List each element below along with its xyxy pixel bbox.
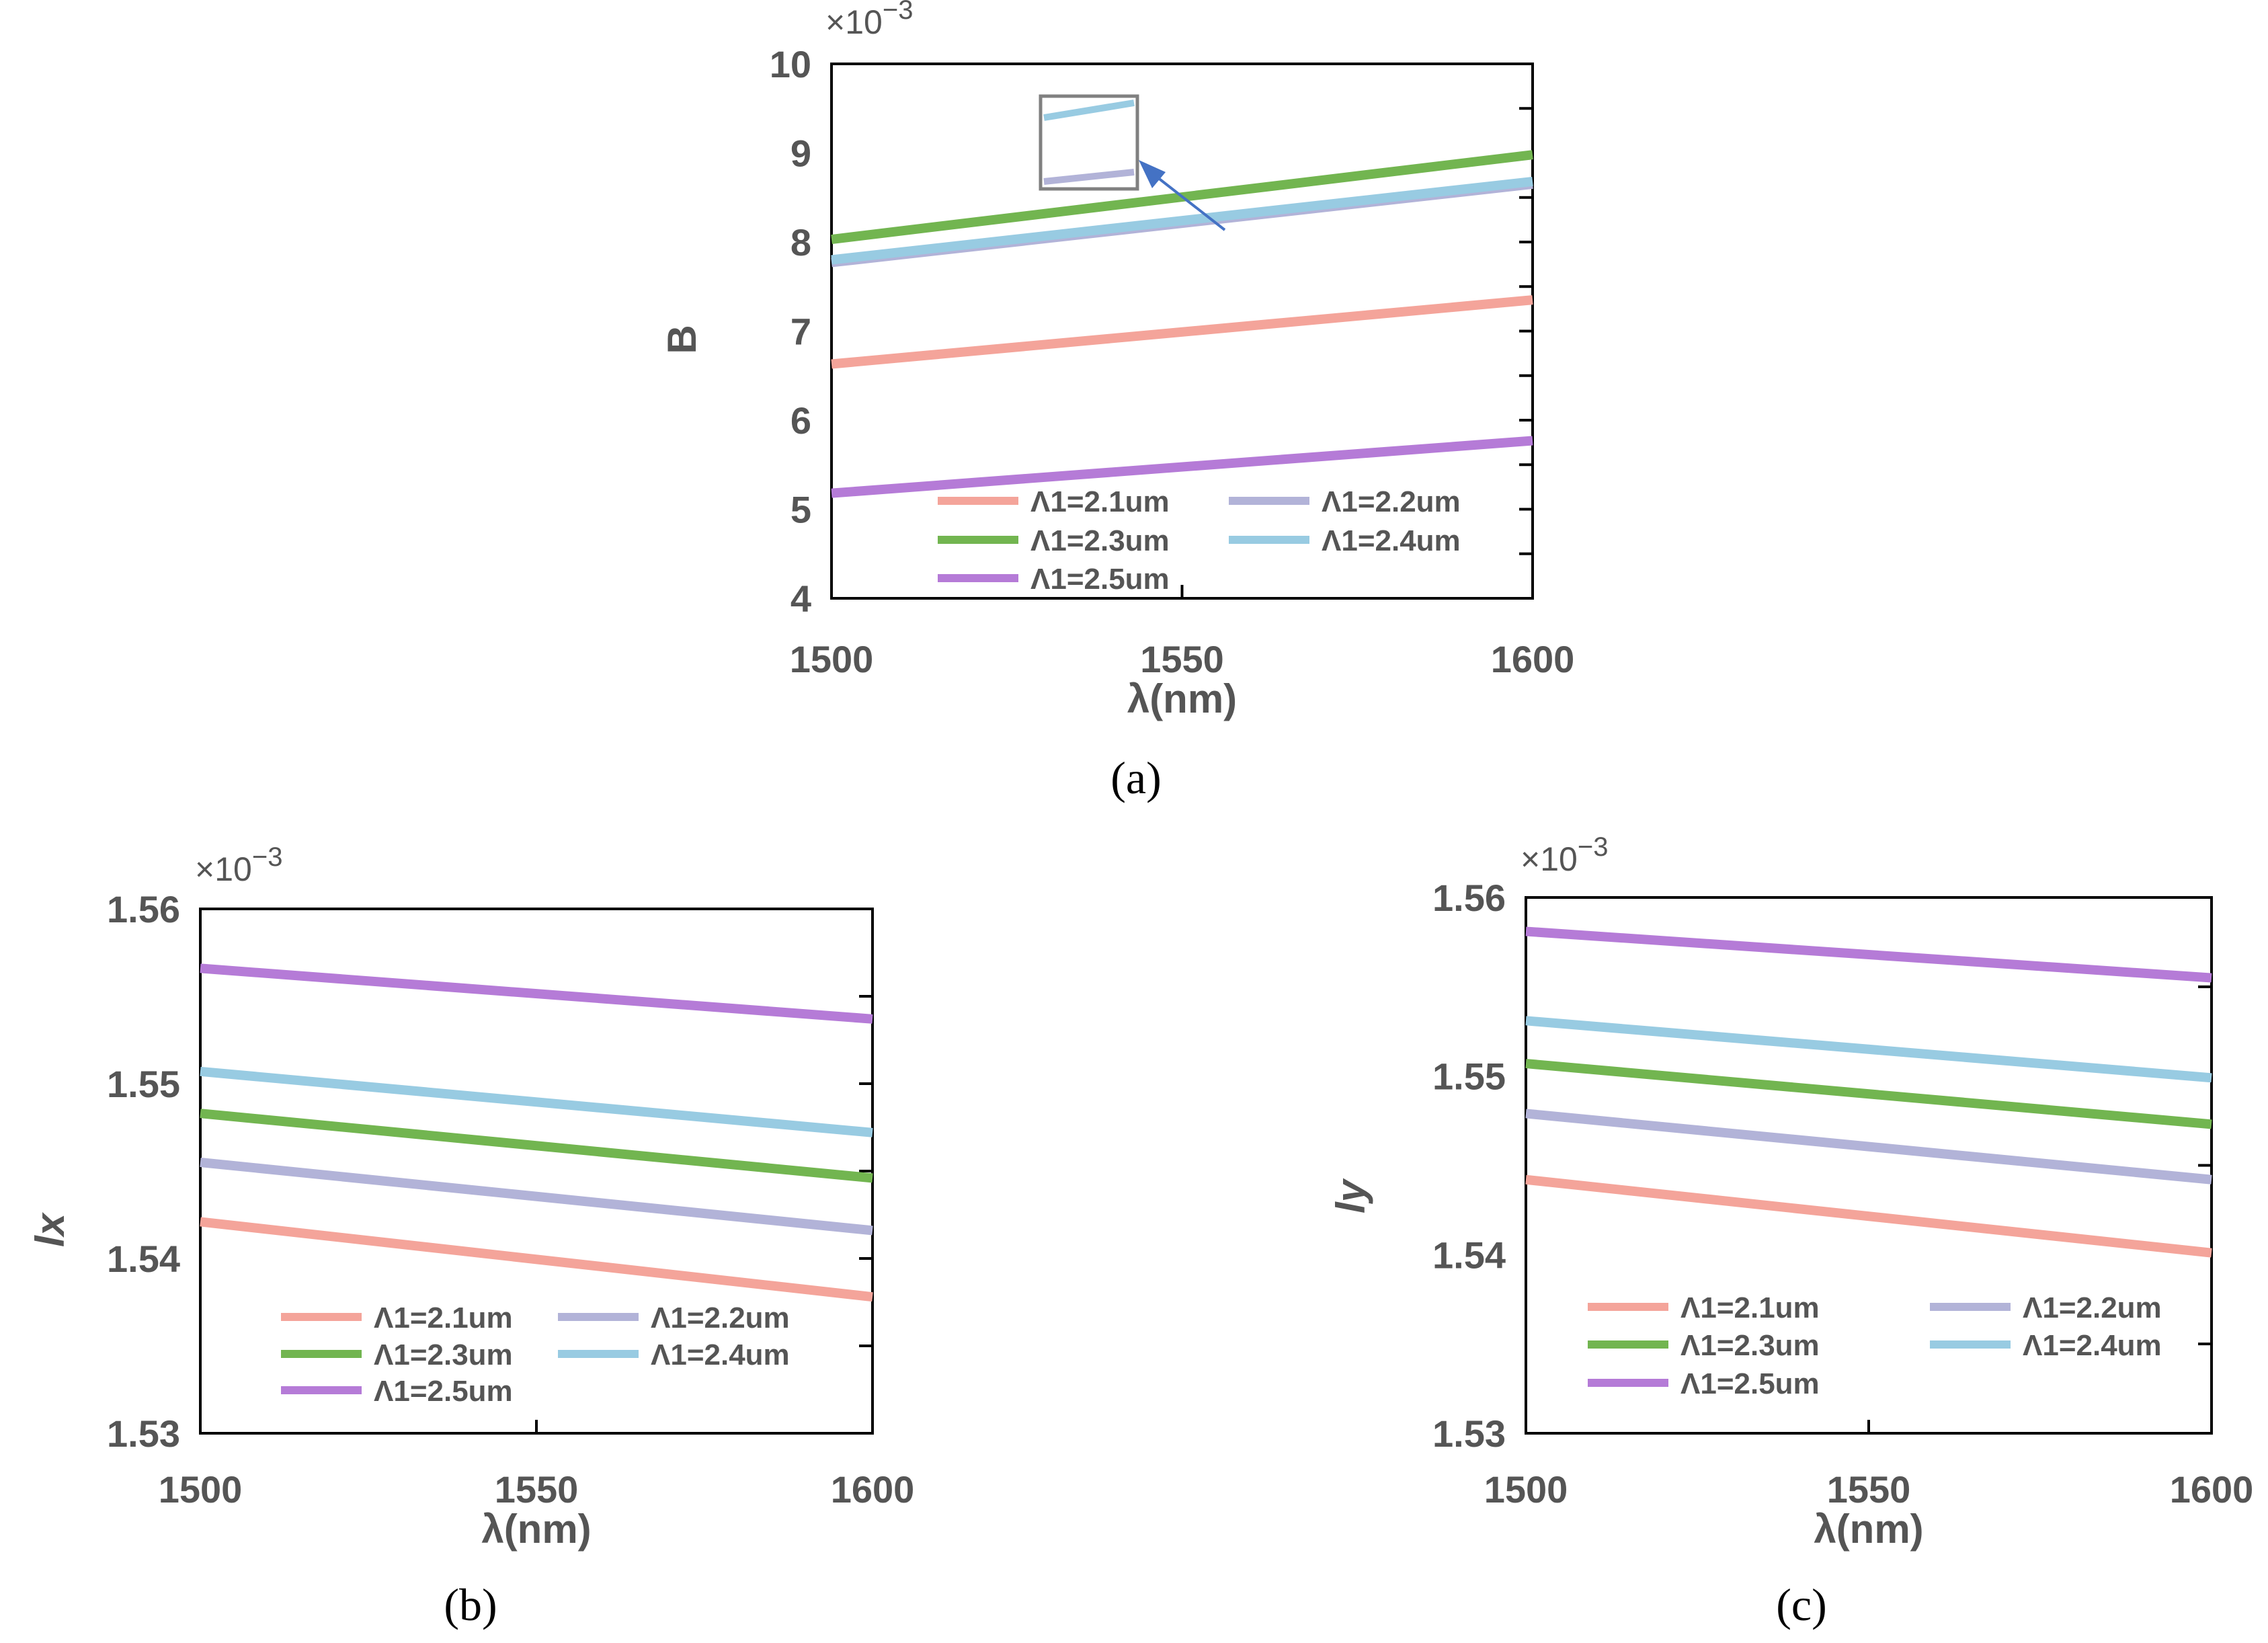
series-line-3 — [1525, 1059, 2212, 1129]
y-exponent: −3 — [1578, 832, 1609, 862]
legend-label-1: Λ1=2.1um — [1030, 485, 1170, 518]
series-line-1 — [1525, 1174, 2212, 1258]
legend-label-3: Λ1=2.3um — [374, 1338, 513, 1371]
y-tick-label: 9 — [791, 132, 811, 175]
legend-label-5: Λ1=2.5um — [374, 1375, 513, 1408]
y-exponent: −3 — [883, 0, 914, 25]
x-axis-title: λ(nm) — [481, 1507, 591, 1552]
y-multiplier: ×10 — [825, 3, 883, 41]
y-axis-title: lx — [28, 1211, 73, 1247]
y-axis-title: ly — [1328, 1178, 1373, 1213]
legend-label-4: Λ1=2.4um — [1322, 524, 1461, 557]
inset-arrow-head — [1139, 160, 1166, 188]
y-tick-label: 1.56 — [1432, 877, 1506, 919]
x-tick-label: 1550 — [495, 1468, 579, 1511]
x-tick-label: 1600 — [831, 1468, 915, 1511]
inset-arrow-shaft — [1147, 169, 1226, 231]
y-tick-label: 6 — [791, 399, 811, 442]
legend-label-1: Λ1=2.1um — [374, 1301, 513, 1334]
series-line-5 — [1525, 926, 2212, 983]
x-axis-title: λ(nm) — [1814, 1507, 1923, 1552]
series-line-4 — [831, 176, 1533, 265]
y-multiplier: ×10 — [195, 850, 252, 888]
y-tick-label: 8 — [791, 221, 811, 264]
series-line-2 — [200, 1158, 873, 1236]
y-exponent-label: ×10−3 — [825, 0, 913, 41]
y-tick-label: 1.53 — [1432, 1412, 1506, 1455]
x-tick-label: 1600 — [1491, 638, 1575, 680]
panel-b: 1.53 1.54 1.55 1.56 1500 1550 1600 ×10−3 λ(nm) lx… — [28, 842, 914, 1630]
inset-line-upper — [1043, 99, 1135, 121]
y-tick-label: 1.54 — [1432, 1234, 1506, 1276]
x-axis-title: λ(nm) — [1127, 676, 1237, 721]
legend-label-1: Λ1=2.1um — [1680, 1291, 1820, 1324]
y-tick-label: 1.55 — [1432, 1055, 1506, 1098]
panel-caption: (a) — [1110, 752, 1161, 803]
legend-label-2: Λ1=2.2um — [1322, 485, 1461, 518]
series-line-5 — [200, 963, 873, 1024]
x-tick-label: 1550 — [1140, 638, 1224, 680]
series-line-1 — [831, 295, 1533, 369]
y-tick-label: 1.56 — [107, 888, 180, 930]
legend-label-4: Λ1=2.4um — [2023, 1329, 2162, 1362]
x-tick-label: 1500 — [790, 638, 874, 680]
y-multiplier: ×10 — [1521, 840, 1578, 878]
panel-c: 1.53 1.54 1.55 1.56 1500 1550 1600 ×10−3 λ(nm) ly… — [1328, 832, 2253, 1630]
series-line-4 — [200, 1066, 873, 1137]
x-tick-label: 1600 — [2170, 1468, 2254, 1511]
y-tick-label: 5 — [791, 489, 811, 531]
legend-label-2: Λ1=2.2um — [651, 1301, 790, 1334]
legend-label-2: Λ1=2.2um — [2023, 1291, 2162, 1324]
legend-label-3: Λ1=2.3um — [1680, 1329, 1820, 1362]
legend-label-5: Λ1=2.5um — [1030, 563, 1170, 596]
legend-label-3: Λ1=2.3um — [1030, 524, 1170, 557]
y-tick-label: 1.55 — [107, 1063, 180, 1105]
y-axis-title: B — [659, 325, 704, 354]
y-tick-label: 1.54 — [107, 1238, 180, 1280]
panel-caption: (c) — [1776, 1579, 1826, 1630]
y-tick-label: 7 — [791, 311, 811, 353]
legend-label-5: Λ1=2.5um — [1680, 1367, 1820, 1400]
x-tick-label: 1550 — [1827, 1468, 1911, 1511]
y-tick-label: 1.53 — [107, 1412, 180, 1455]
y-exponent-label: ×10−3 — [195, 842, 282, 888]
x-tick-label: 1500 — [1484, 1468, 1568, 1511]
series-line-1 — [200, 1217, 873, 1302]
series-line-4 — [1525, 1016, 2212, 1083]
y-tick-label: 4 — [791, 577, 811, 620]
legend-label-4: Λ1=2.4um — [651, 1338, 790, 1371]
panel-caption: (b) — [444, 1579, 497, 1630]
series-line-3 — [200, 1109, 873, 1183]
y-exponent: −3 — [252, 842, 283, 872]
y-tick-label: 10 — [770, 43, 811, 85]
panel-a: 4 5 6 7 8 9 10 1500 1550 1600 ×10−3 λ(nm) B Λ1=2.1um Λ… — [659, 0, 1574, 803]
series-line-5 — [831, 436, 1533, 498]
inset-line-lower — [1043, 169, 1135, 185]
y-exponent-label: ×10−3 — [1521, 832, 1608, 878]
series-line-2 — [1525, 1109, 2212, 1185]
x-tick-label: 1500 — [159, 1468, 243, 1511]
